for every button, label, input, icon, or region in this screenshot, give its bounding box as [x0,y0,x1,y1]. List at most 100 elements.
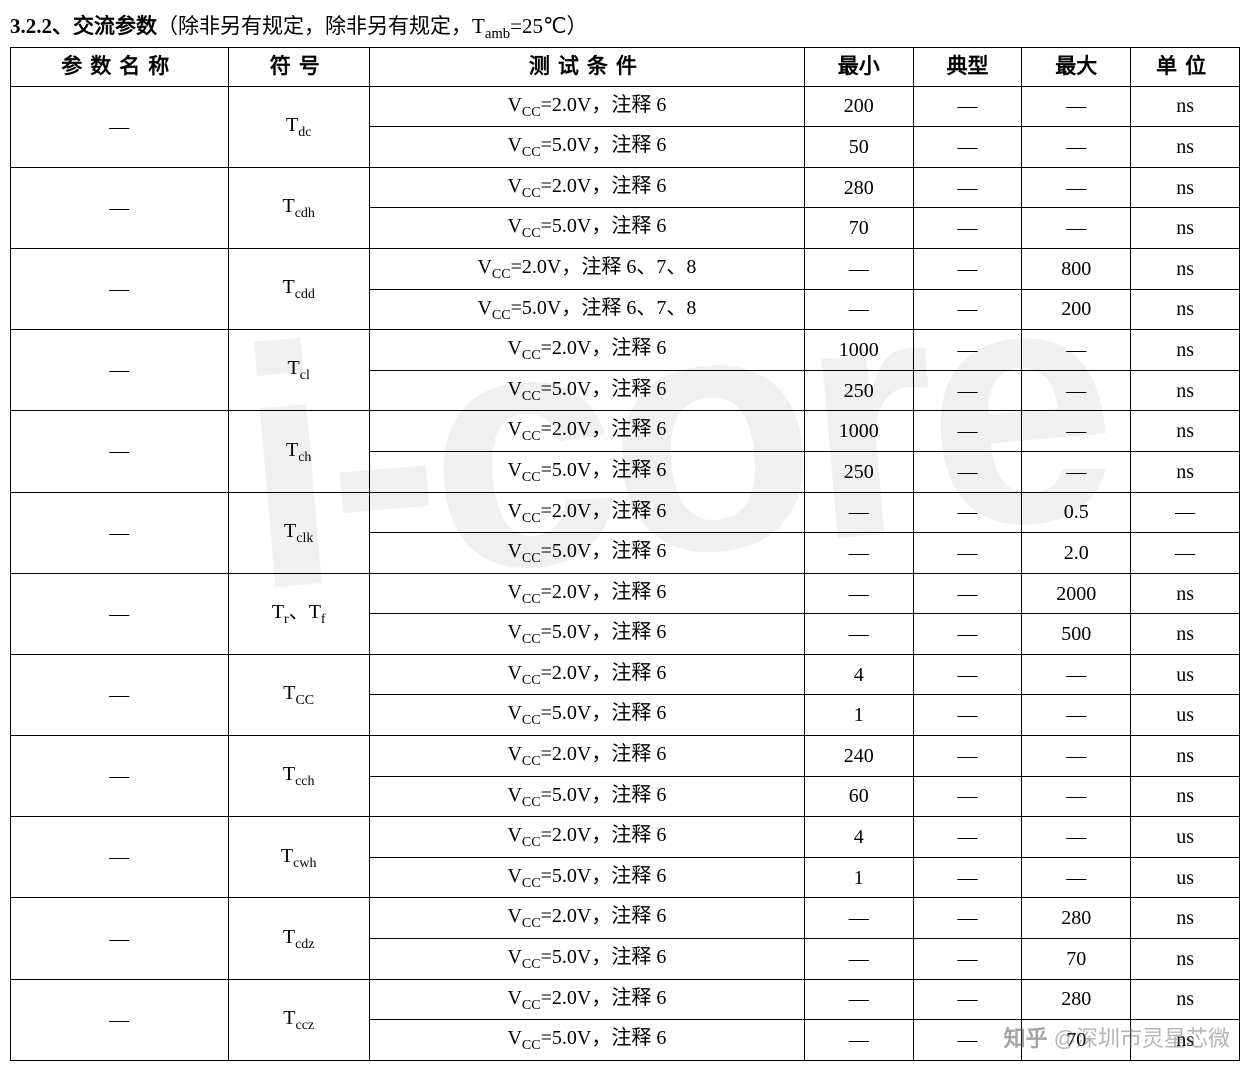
cell-min: 240 [804,736,913,777]
cell-condition: VCC=5.0V，注释 6 [369,533,804,574]
cell-typ: — [913,939,1022,980]
cell-max: 500 [1022,614,1131,655]
cell-min: 60 [804,776,913,817]
cell-min: — [804,614,913,655]
cell-unit: ns [1131,979,1240,1020]
cell-max: 800 [1022,248,1131,289]
cell-max: — [1022,451,1131,492]
cell-condition: VCC=5.0V，注释 6 [369,939,804,980]
cell-max: — [1022,857,1131,898]
cell-max: — [1022,654,1131,695]
cell-typ: — [913,411,1022,452]
cell-max: 70 [1022,1020,1131,1061]
cell-typ: — [913,451,1022,492]
cell-min: 1 [804,857,913,898]
cell-max: — [1022,411,1131,452]
section-title: 交流参数 [73,14,157,38]
cell-max: 280 [1022,979,1131,1020]
cell-symbol: Tcwh [228,817,369,898]
cell-param: — [11,898,229,979]
cell-unit: us [1131,695,1240,736]
cell-max: — [1022,208,1131,249]
cell-typ: — [913,533,1022,574]
cell-typ: — [913,654,1022,695]
cell-condition: VCC=2.0V，注释 6 [369,411,804,452]
cell-condition: VCC=5.0V，注释 6 [369,127,804,168]
cell-typ: — [913,573,1022,614]
cell-max: — [1022,817,1131,858]
cell-typ: — [913,776,1022,817]
col-min: 最小 [804,48,913,86]
cell-unit: ns [1131,451,1240,492]
cell-typ: — [913,208,1022,249]
cell-unit: ns [1131,736,1240,777]
cell-condition: VCC=2.0V，注释 6 [369,654,804,695]
cell-condition: VCC=2.0V，注释 6 [369,167,804,208]
cell-condition: VCC=2.0V，注释 6 [369,898,804,939]
cell-typ: — [913,817,1022,858]
cell-condition: VCC=2.0V，注释 6 [369,86,804,127]
cell-symbol: Tclk [228,492,369,573]
cell-unit: ns [1131,614,1240,655]
cell-max: — [1022,167,1131,208]
cell-unit: ns [1131,776,1240,817]
cell-param: — [11,492,229,573]
cell-min: — [804,492,913,533]
cell-param: — [11,817,229,898]
cell-unit: us [1131,654,1240,695]
cell-max: — [1022,736,1131,777]
cell-typ: — [913,492,1022,533]
cell-unit: ns [1131,573,1240,614]
cell-condition: VCC=2.0V，注释 6、7、8 [369,248,804,289]
cell-min: 4 [804,817,913,858]
cell-max: 70 [1022,939,1131,980]
cell-symbol: Tcch [228,736,369,817]
cell-typ: — [913,370,1022,411]
cell-min: 200 [804,86,913,127]
table-header-row: 参数名称 符号 测试条件 最小 典型 最大 单位 [11,48,1240,86]
cell-unit: ns [1131,1020,1240,1061]
cell-unit: ns [1131,289,1240,330]
cell-symbol: Tcdh [228,167,369,248]
cell-condition: VCC=5.0V，注释 6 [369,208,804,249]
cell-symbol: Tcdz [228,898,369,979]
table-row: —TCCVCC=2.0V，注释 64——us [11,654,1240,695]
cell-typ: — [913,979,1022,1020]
cell-symbol: Tch [228,411,369,492]
table-row: —TcdhVCC=2.0V，注释 6280——ns [11,167,1240,208]
cell-min: 250 [804,370,913,411]
cell-unit: — [1131,533,1240,574]
cell-typ: — [913,289,1022,330]
cell-condition: VCC=2.0V，注释 6 [369,736,804,777]
cell-unit: ns [1131,248,1240,289]
cell-typ: — [913,167,1022,208]
cell-condition: VCC=5.0V，注释 6 [369,451,804,492]
cell-typ: — [913,330,1022,371]
cell-condition: VCC=2.0V，注释 6 [369,492,804,533]
cell-symbol: TCC [228,654,369,735]
cell-min: — [804,289,913,330]
cell-min: — [804,248,913,289]
col-max: 最大 [1022,48,1131,86]
table-row: —TcczVCC=2.0V，注释 6——280ns [11,979,1240,1020]
cell-condition: VCC=5.0V，注释 6 [369,776,804,817]
cell-param: — [11,979,229,1060]
cell-typ: — [913,614,1022,655]
table-row: —TcdzVCC=2.0V，注释 6——280ns [11,898,1240,939]
cell-unit: ns [1131,167,1240,208]
cell-param: — [11,654,229,735]
cell-unit: ns [1131,370,1240,411]
cell-condition: VCC=5.0V，注释 6 [369,695,804,736]
cell-param: — [11,736,229,817]
cell-unit: us [1131,857,1240,898]
cell-param: — [11,573,229,654]
cell-min: — [804,533,913,574]
cell-unit: — [1131,492,1240,533]
cell-typ: — [913,695,1022,736]
cell-max: — [1022,127,1131,168]
cell-symbol: Tcdd [228,248,369,329]
cell-condition: VCC=2.0V，注释 6 [369,817,804,858]
cell-symbol: Tcl [228,330,369,411]
cell-typ: — [913,736,1022,777]
cell-unit: ns [1131,939,1240,980]
